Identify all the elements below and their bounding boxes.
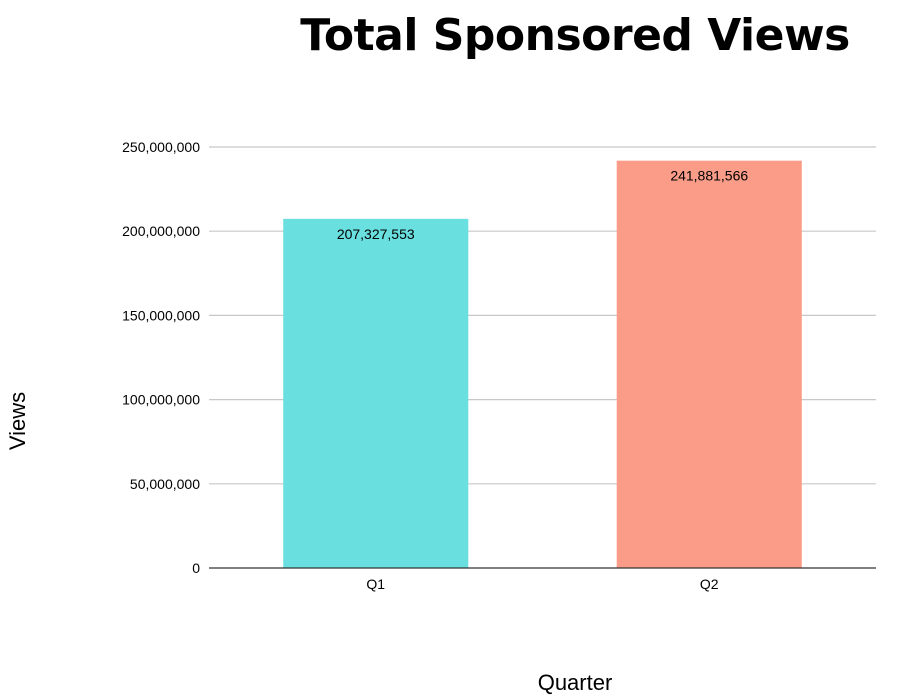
y-tick-label: 100,000,000 [122,392,200,408]
x-axis-label: Quarter [537,670,613,695]
labels: 0 50,000,000 100,000,000 150,000,000 200,000… [122,139,748,592]
y-tick-label: 0 [192,560,200,576]
x-tick-label: Q2 [700,576,719,592]
bar-q1 [283,218,469,568]
y-tick-label: 50,000,000 [130,476,200,492]
y-tick-label: 200,000,000 [122,223,200,239]
y-tick-label: 150,000,000 [122,307,200,323]
x-tick-label: Q1 [366,576,385,592]
chart-title: Total Sponsored Views [300,10,850,61]
bars [283,160,802,568]
data-label-q2: 241,881,566 [670,168,748,184]
data-label-q1: 207,327,553 [337,226,415,242]
y-tick-label: 250,000,000 [122,139,200,155]
bar-q2 [616,160,802,568]
